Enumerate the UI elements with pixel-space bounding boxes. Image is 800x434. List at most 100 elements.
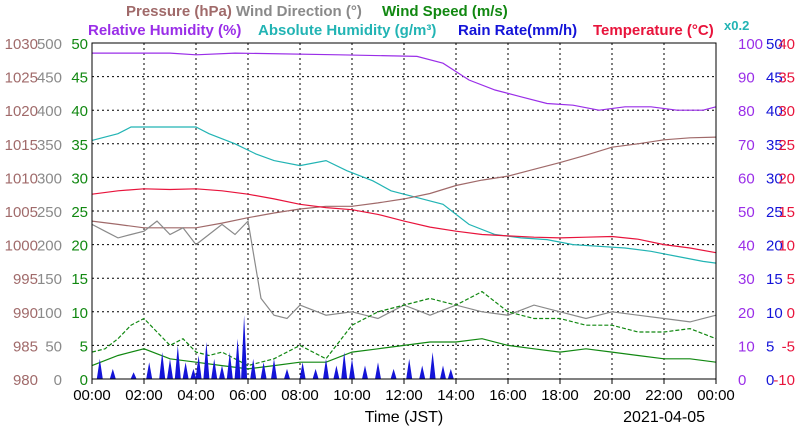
header-wind-direction: Wind Direction (°) xyxy=(236,3,362,20)
tick-label-pressure: 1015 xyxy=(5,137,38,154)
tick-label-temperature: 20 xyxy=(778,170,795,187)
series-rain-rate-spike xyxy=(375,362,381,379)
series-temperature-line xyxy=(91,188,717,254)
tick-label-humidity: 40 xyxy=(738,238,755,255)
tick-label-wind-speed: 15 xyxy=(71,271,88,288)
x-tick-label: 08:00 xyxy=(281,387,319,404)
series-rain-rate-spike xyxy=(284,368,290,379)
series-rain-rate-spike xyxy=(203,342,210,379)
right-axes: 1009080706050403020100504540353025201510… xyxy=(738,36,795,389)
tick-label-pressure: 990 xyxy=(13,305,38,322)
x-tick-label: 22:00 xyxy=(645,387,683,404)
series-rain-rate-spike xyxy=(195,355,202,379)
tick-label-wind-direction: 500 xyxy=(37,36,62,53)
tick-label-temperature: -5 xyxy=(782,338,795,355)
tick-label-humidity: 70 xyxy=(738,137,755,154)
x-tick-label: 20:00 xyxy=(593,387,631,404)
tick-label-pressure: 995 xyxy=(13,271,38,288)
x-tick-label: 14:00 xyxy=(437,387,475,404)
series-rain-rate-spike xyxy=(271,358,277,379)
tick-label-humidity: 90 xyxy=(738,70,755,87)
tick-label-humidity: 10 xyxy=(738,338,755,355)
x-tick-label: 04:00 xyxy=(177,387,215,404)
x-tick-label: 00:00 xyxy=(73,387,111,404)
x-tick-label: 06:00 xyxy=(229,387,267,404)
grid xyxy=(92,43,716,379)
series-rain-rate-spike xyxy=(167,358,173,379)
tick-label-rain-rate: 40 xyxy=(766,103,783,120)
series-rain-rate-spike xyxy=(429,352,436,379)
tick-label-wind-direction: 350 xyxy=(37,137,62,154)
x-tick-label: 18:00 xyxy=(541,387,579,404)
series-rain-rate-spike xyxy=(333,365,340,379)
tick-label-humidity: 30 xyxy=(738,271,755,288)
series-absolute-humidity-line xyxy=(91,126,717,264)
tick-label-rain-rate: 30 xyxy=(766,170,783,187)
series-wind-direction-line xyxy=(91,219,717,323)
x-tick-label: 10:00 xyxy=(333,387,371,404)
header-relative-humidity: Relative Humidity (%) xyxy=(88,22,241,39)
x-axis-label: Time (JST) xyxy=(365,409,444,426)
tick-label-rain-rate: 20 xyxy=(766,238,783,255)
tick-label-wind-speed: 50 xyxy=(71,36,88,53)
tick-label-wind-direction: 150 xyxy=(37,271,62,288)
left-axes: 1030102510201015101010051000995990985980… xyxy=(5,36,88,389)
tick-label-wind-direction: 100 xyxy=(37,305,62,322)
tick-label-temperature: 25 xyxy=(778,137,795,154)
tick-label-wind-speed: 35 xyxy=(71,137,88,154)
tick-label-wind-speed: 10 xyxy=(71,305,88,322)
tick-label-pressure: 1005 xyxy=(5,204,38,221)
series-rain-rate-spike xyxy=(250,358,257,379)
series-pressure-line xyxy=(91,136,717,229)
tick-label-wind-speed: 40 xyxy=(71,103,88,120)
tick-label-humidity: 0 xyxy=(738,372,746,389)
tick-label-rain-rate: 35 xyxy=(766,137,783,154)
series-rain-rate-spike xyxy=(241,315,248,379)
tick-label-wind-direction: 200 xyxy=(37,238,62,255)
date-label: 2021-04-05 xyxy=(623,409,705,426)
tick-label-rain-rate: 5 xyxy=(766,338,774,355)
series-rain-rate-spike xyxy=(299,362,306,379)
tick-label-temperature: 10 xyxy=(778,238,795,255)
tick-label-wind-direction: 50 xyxy=(45,338,62,355)
tick-label-temperature: 40 xyxy=(778,36,795,53)
tick-label-pressure: 1025 xyxy=(5,70,38,87)
series-rain-rate-spike xyxy=(96,358,103,379)
series-rain-rate-spike xyxy=(226,352,233,379)
series-rain-rate-spike xyxy=(159,352,166,379)
tick-label-wind-direction: 250 xyxy=(37,204,62,221)
series-rain-rate-spike xyxy=(419,365,426,379)
series-wind-speed-max-line xyxy=(91,290,717,367)
tick-label-wind-speed: 25 xyxy=(71,204,88,221)
tick-label-rain-rate: 10 xyxy=(766,305,783,322)
tick-label-wind-direction: 450 xyxy=(37,70,62,87)
tick-label-humidity: 20 xyxy=(738,305,755,322)
tick-label-humidity: 100 xyxy=(738,36,763,53)
tick-label-humidity: 50 xyxy=(738,204,755,221)
tick-label-temperature: 30 xyxy=(778,103,795,120)
tick-label-pressure: 1010 xyxy=(5,170,38,187)
tick-label-rain-rate: 50 xyxy=(766,36,783,53)
series-wind-speed-avg-line xyxy=(91,338,717,370)
series-rain-rate-spike xyxy=(190,368,197,379)
series-relative-humidity-line xyxy=(92,52,717,111)
tick-label-rain-rate: 0 xyxy=(766,372,774,389)
tick-label-pressure: 1030 xyxy=(5,36,38,53)
series-rain-rate-spike xyxy=(109,368,116,379)
series-rain-rate-spike xyxy=(182,362,189,379)
series-rain-rate-spike xyxy=(341,352,348,379)
series-rain-rate-spike xyxy=(440,365,446,379)
x-tick-label: 16:00 xyxy=(489,387,527,404)
series-layer xyxy=(91,52,717,379)
series-rain-rate-spike xyxy=(323,358,329,379)
header-scale-note: x0.2 xyxy=(724,18,749,33)
series-rain-rate-spike xyxy=(130,372,137,379)
header-temperature: Temperature (°C) xyxy=(593,22,714,39)
tick-label-wind-speed: 20 xyxy=(71,238,88,255)
tick-label-wind-direction: 300 xyxy=(37,170,62,187)
tick-label-humidity: 60 xyxy=(738,170,755,187)
header-rain-rate: Rain Rate(mm/h) xyxy=(458,22,577,39)
header-pressure: Pressure (hPa) xyxy=(126,3,232,20)
tick-label-wind-speed: 30 xyxy=(71,170,88,187)
